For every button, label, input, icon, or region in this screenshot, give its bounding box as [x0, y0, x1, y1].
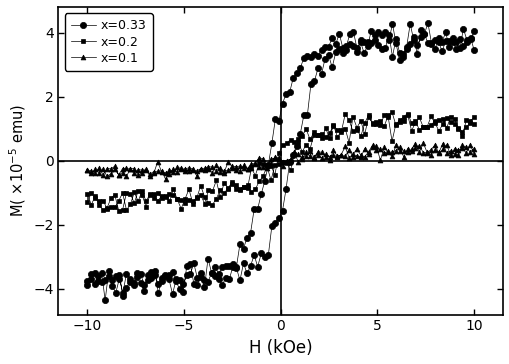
Line: x=0.33: x=0.33: [84, 20, 476, 304]
x=0.2: [412, 120, 418, 125]
x=0.1: [408, 147, 414, 151]
x=0.33: [382, 46, 388, 50]
x=0.33: [470, 48, 476, 52]
Y-axis label: M( $\times$10$^{-5}$ emu): M( $\times$10$^{-5}$ emu): [7, 104, 27, 217]
Line: x=0.2: x=0.2: [85, 110, 475, 213]
x=0.33: [254, 207, 260, 211]
x=0.33: [424, 21, 430, 25]
X-axis label: H (kOe): H (kOe): [248, 339, 312, 357]
x=0.33: [102, 298, 108, 302]
x=0.33: [470, 29, 476, 33]
x=0.33: [357, 38, 363, 42]
x=0.2: [116, 208, 122, 213]
x=0.1: [439, 147, 445, 152]
x=0.1: [470, 146, 476, 151]
Line: x=0.1: x=0.1: [85, 141, 475, 182]
x=0.33: [240, 246, 246, 251]
x=0.2: [423, 125, 430, 129]
x=0.2: [326, 136, 332, 140]
x=0.1: [326, 158, 332, 162]
x=0.1: [419, 141, 426, 145]
x=0.1: [264, 166, 270, 170]
x=0.2: [264, 163, 270, 168]
x=0.1: [162, 177, 168, 181]
x=0.2: [388, 110, 394, 114]
x=0.2: [439, 117, 445, 122]
x=0.2: [439, 122, 445, 126]
x=0.2: [470, 122, 476, 126]
x=0.1: [439, 142, 445, 146]
x=0.33: [395, 50, 402, 55]
Legend: x=0.33, x=0.2, x=0.1: x=0.33, x=0.2, x=0.1: [65, 13, 153, 71]
x=0.2: [470, 115, 476, 119]
x=0.33: [116, 273, 122, 277]
x=0.1: [423, 150, 430, 155]
x=0.1: [470, 151, 476, 156]
